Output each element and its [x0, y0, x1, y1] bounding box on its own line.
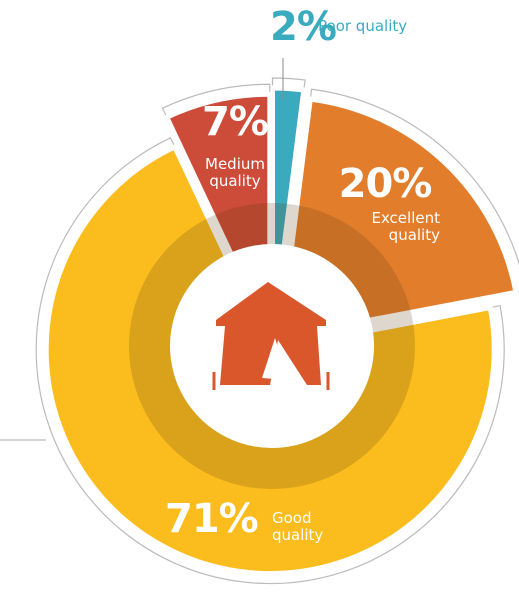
value-label: 20%: [338, 161, 433, 207]
category-label: Good quality: [272, 509, 324, 544]
slice-outline: [35, 137, 505, 585]
slice-outline: [161, 83, 271, 337]
category-label: Excellent quality: [371, 209, 440, 244]
slice-outline: [279, 88, 519, 338]
category-label: Poor quality: [318, 17, 408, 35]
category-label: Medium quality: [205, 155, 265, 190]
value-label: 71%: [165, 496, 259, 542]
value-label: 2%: [270, 4, 337, 50]
tent-icon: [212, 282, 330, 390]
slice-outline: [271, 77, 306, 339]
value-label: 7%: [202, 99, 269, 145]
